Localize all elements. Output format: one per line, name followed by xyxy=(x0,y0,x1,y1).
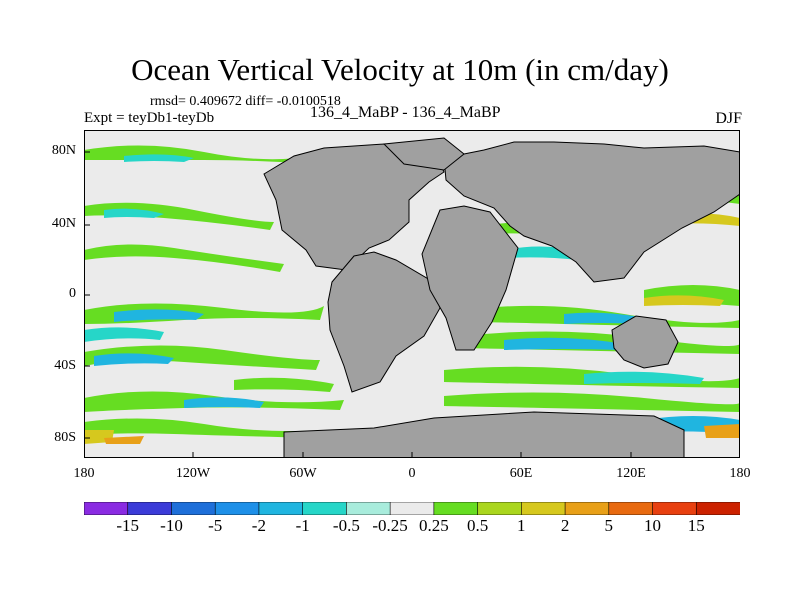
colorbar-tick-label: -15 xyxy=(116,516,140,535)
colorbar-swatch xyxy=(477,502,522,515)
eurasia xyxy=(443,141,740,283)
colorbar-tick-label: -1 xyxy=(295,516,310,535)
colorbar-tick-label: 0.5 xyxy=(466,516,489,535)
map-plot xyxy=(84,130,740,458)
velocity-field xyxy=(84,145,740,444)
south-america xyxy=(327,251,441,393)
colorbar-swatch xyxy=(84,502,129,515)
lat-label-40n: 40N xyxy=(51,216,76,231)
colorbar-swatch xyxy=(214,502,260,515)
colorbar-tick-label: -0.25 xyxy=(372,516,408,535)
lat-label-40s: 40S xyxy=(54,358,76,373)
lon-label-120e: 120E xyxy=(616,466,646,481)
colorbar-swatch xyxy=(258,502,304,515)
axis-ticks xyxy=(84,151,632,458)
colorbar-tick-label: 15 xyxy=(687,516,705,535)
land-masses xyxy=(263,137,740,458)
colorbar-tick-label: -5 xyxy=(208,516,223,535)
lon-label-180w: 180 xyxy=(73,466,95,481)
colorbar xyxy=(84,502,740,515)
lat-label-80s: 80S xyxy=(54,430,76,445)
colorbar-swatch xyxy=(652,502,697,515)
colorbar-swatch xyxy=(302,502,347,515)
colorbar-tick-label: 5 xyxy=(604,516,614,535)
stats-line: rmsd= 0.409672 diff= -0.0100518 xyxy=(150,94,341,109)
chart-title: Ocean Vertical Velocity at 10m (in cm/da… xyxy=(131,52,669,87)
north-america xyxy=(263,143,445,271)
lon-label-60e: 60E xyxy=(509,466,533,481)
colorbar-swatch xyxy=(171,502,216,515)
season-label: DJF xyxy=(715,110,742,127)
africa xyxy=(421,205,519,351)
colorbar-tick-label: 1 xyxy=(517,516,526,535)
lat-label-80n: 80N xyxy=(51,143,76,158)
colorbar-swatch xyxy=(346,502,391,515)
lon-label-60w: 60W xyxy=(289,466,317,481)
australia xyxy=(611,315,679,369)
lon-label-180e: 180 xyxy=(729,466,751,481)
colorbar-swatch xyxy=(521,502,566,515)
colorbar-tick-label: -0.5 xyxy=(332,516,360,535)
colorbar-swatch xyxy=(608,502,654,515)
colorbar-tick-label: -2 xyxy=(251,516,266,535)
colorbar-swatch xyxy=(564,502,610,515)
greenland xyxy=(382,137,465,171)
colorbar-tick-label: -10 xyxy=(160,516,183,535)
runs-label: 136_4_MaBP - 136_4_MaBP xyxy=(310,104,501,121)
colorbar-swatch xyxy=(389,502,435,515)
colorbar-swatch xyxy=(433,502,479,515)
colorbar-tick-label: 2 xyxy=(560,516,570,535)
antarctica xyxy=(283,411,685,458)
colorbar-swatch xyxy=(127,502,173,515)
experiment-label: Expt = teyDb1-teyDb xyxy=(84,110,215,126)
colorbar-tick-label: 0.25 xyxy=(419,516,449,535)
lat-label-0: 0 xyxy=(69,286,76,301)
lon-label-120w: 120W xyxy=(175,466,211,481)
colorbar-tick-label: 10 xyxy=(644,516,661,535)
lon-label-0: 0 xyxy=(408,466,416,481)
colorbar-swatch xyxy=(695,502,740,515)
